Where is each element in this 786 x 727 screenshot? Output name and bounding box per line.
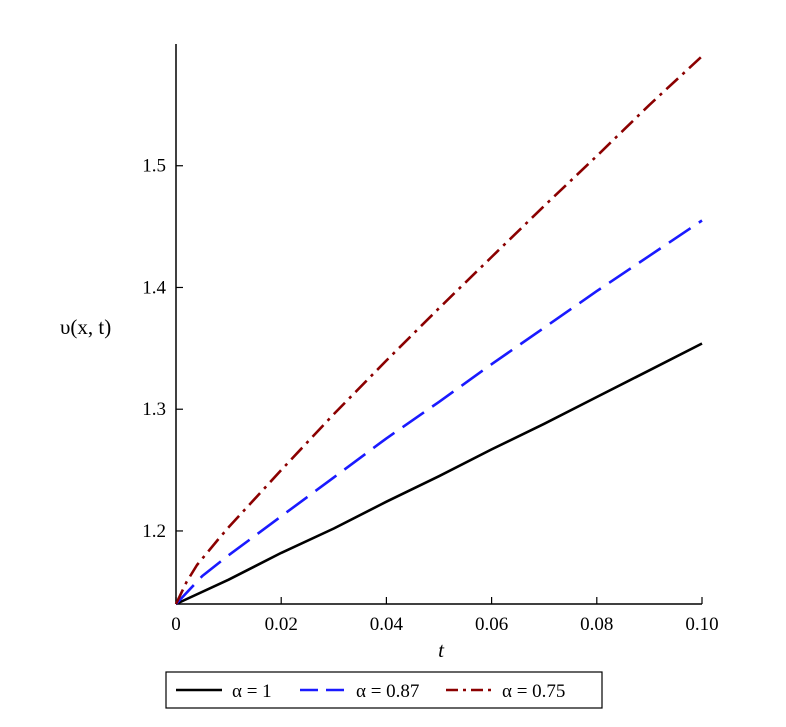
legend-label-3: α = 0.75 [502,681,565,702]
legend-label-2: α = 0.87 [356,681,419,702]
x-tick-label: 0.04 [370,614,404,635]
series-line-2 [175,219,703,605]
y-tick-label: 1.2 [142,521,166,542]
legend-label-1: α = 1 [232,681,272,702]
legend-box [165,671,603,709]
x-tick-label: 0.10 [685,614,718,635]
x-tick-label: 0.06 [475,614,508,635]
y-tick-label: 1.3 [142,399,166,420]
series-line-1 [175,342,703,606]
x-tick-label: 0.08 [580,614,613,635]
y-tick-label: 1.5 [142,156,166,177]
legend: α = 1 α = 0.87 α = 0.75 [165,671,603,709]
y-tick-label: 1.4 [142,277,166,298]
y-axis-label: υ(x, t) [60,315,111,339]
x-axis-label: t [438,638,445,662]
series-group [174,55,703,606]
axes: 0 0.02 0.04 0.06 0.08 0.10 1.2 1.3 1.4 1.5 [142,44,719,635]
x-tick-label: 0.02 [265,614,298,635]
series-line-3 [174,55,703,605]
x-tick-label: 0 [171,614,181,635]
